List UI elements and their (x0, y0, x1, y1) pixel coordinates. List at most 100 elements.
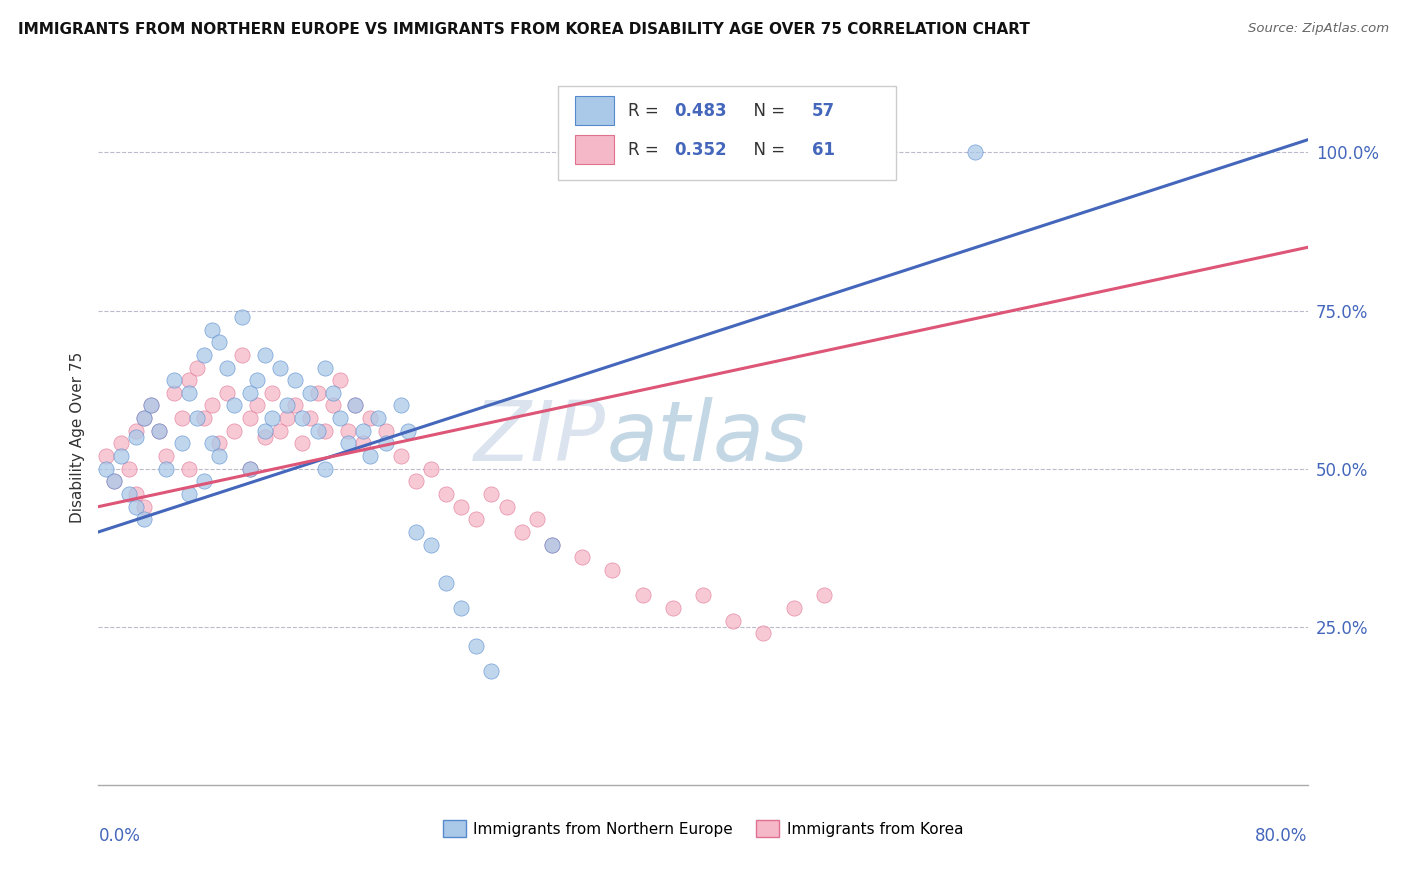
Point (231, 310, 253, 324)
Point (602, 563, 624, 577)
Point (434, 487, 457, 501)
Text: R =: R = (628, 141, 664, 159)
Point (329, 411, 352, 425)
Text: 61: 61 (811, 141, 835, 159)
Point (450, 600, 472, 615)
Point (336, 424, 359, 438)
Point (405, 524, 427, 539)
Point (141, 399, 163, 413)
Point (201, 322, 224, 336)
Point (481, 487, 503, 501)
Point (389, 449, 412, 463)
Point (253, 348, 276, 362)
Point (253, 424, 276, 438)
Point (155, 461, 177, 475)
Point (193, 348, 215, 362)
Point (208, 436, 231, 450)
Point (269, 360, 291, 375)
Point (125, 500, 148, 514)
Point (94, 449, 117, 463)
Point (314, 424, 336, 438)
Point (420, 461, 443, 475)
Point (262, 411, 284, 425)
Text: ZIP: ZIP (474, 397, 606, 477)
Point (239, 461, 262, 475)
Y-axis label: Disability Age Over 75: Disability Age Over 75 (69, 351, 84, 523)
Point (314, 461, 336, 475)
Point (186, 360, 208, 375)
Point (262, 385, 284, 400)
Point (179, 487, 201, 501)
Point (208, 335, 231, 350)
Point (118, 487, 141, 501)
Point (179, 373, 201, 387)
Point (322, 385, 344, 400)
Point (434, 575, 457, 590)
Point (276, 399, 298, 413)
Point (141, 399, 163, 413)
Point (291, 411, 314, 425)
Point (132, 411, 155, 425)
Point (336, 436, 359, 450)
Point (314, 360, 336, 375)
Point (132, 512, 155, 526)
Text: 0.352: 0.352 (673, 141, 727, 159)
Point (540, 538, 562, 552)
Point (299, 385, 322, 400)
Point (163, 385, 186, 400)
Point (231, 348, 253, 362)
Text: N =: N = (742, 102, 790, 120)
Point (465, 512, 488, 526)
Point (186, 411, 208, 425)
Point (352, 424, 374, 438)
Point (215, 360, 238, 375)
Point (110, 449, 132, 463)
Point (291, 436, 314, 450)
Point (631, 588, 654, 602)
Point (201, 436, 224, 450)
Point (284, 373, 307, 387)
Point (103, 475, 125, 489)
Point (170, 436, 193, 450)
Point (965, 145, 987, 160)
Point (481, 664, 503, 678)
Point (103, 475, 125, 489)
Point (360, 449, 382, 463)
Point (132, 500, 155, 514)
Text: 0.483: 0.483 (673, 102, 727, 120)
Point (510, 524, 533, 539)
Point (367, 411, 389, 425)
Point (299, 411, 322, 425)
Point (125, 430, 148, 444)
Text: 0.0%: 0.0% (98, 827, 141, 845)
Point (148, 424, 170, 438)
Point (284, 399, 307, 413)
FancyBboxPatch shape (575, 135, 613, 164)
Text: atlas: atlas (606, 397, 808, 477)
Point (344, 399, 367, 413)
Point (125, 487, 148, 501)
Point (571, 550, 593, 565)
Point (201, 399, 224, 413)
FancyBboxPatch shape (575, 96, 613, 126)
Point (208, 449, 231, 463)
Point (374, 424, 396, 438)
Point (307, 424, 329, 438)
Point (170, 411, 193, 425)
Point (224, 399, 246, 413)
Point (155, 449, 177, 463)
Point (405, 475, 427, 489)
Point (239, 385, 262, 400)
Point (692, 588, 714, 602)
Text: R =: R = (628, 102, 664, 120)
Point (163, 373, 186, 387)
Point (132, 411, 155, 425)
Point (396, 424, 419, 438)
Point (269, 424, 291, 438)
Point (322, 399, 344, 413)
Point (246, 373, 269, 387)
Point (374, 436, 396, 450)
Point (193, 475, 215, 489)
Point (661, 600, 683, 615)
Point (813, 588, 835, 602)
